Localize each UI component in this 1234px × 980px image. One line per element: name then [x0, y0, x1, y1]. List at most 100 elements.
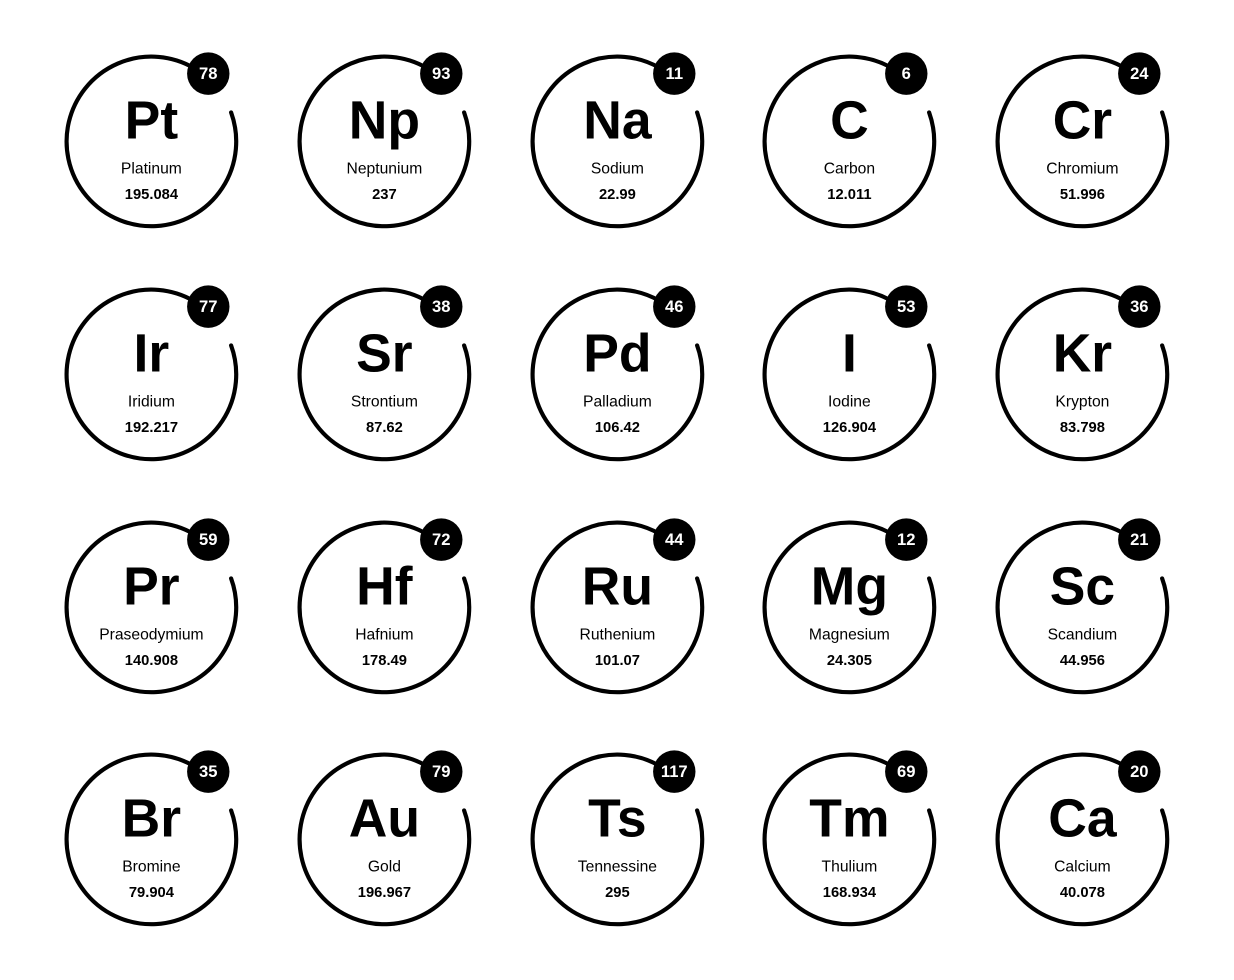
element-mass: 106.42 — [594, 420, 639, 436]
element-mass: 40.078 — [1060, 885, 1105, 901]
element-name: Tennessine — [577, 859, 656, 876]
element-icon: 59 Pr Praseodymium 140.908 — [50, 506, 253, 709]
atomic-number: 24 — [1130, 64, 1149, 83]
element-mass: 51.996 — [1060, 187, 1105, 203]
atomic-number: 21 — [1130, 530, 1148, 549]
element-name: Iridium — [128, 393, 175, 410]
atomic-number: 117 — [661, 763, 688, 782]
element-symbol: Hf — [356, 557, 413, 616]
element-mass: 22.99 — [599, 187, 636, 203]
element-mass: 79.904 — [129, 885, 175, 901]
atomic-number: 69 — [897, 763, 915, 782]
element-symbol: Na — [583, 92, 653, 151]
elements-grid: 78PtPlatinum195.08493NpNeptunium23711NaS… — [50, 40, 1184, 940]
element-name: Ruthenium — [579, 626, 655, 643]
element-mass: 140.908 — [125, 652, 178, 668]
atomic-number: 44 — [665, 530, 684, 549]
element-icon: 6CCarbon12.011 — [748, 40, 951, 243]
element-name: Magnesium — [809, 626, 890, 643]
element-mass: 192.217 — [125, 420, 178, 436]
element-name: Iodine — [828, 393, 871, 410]
atomic-number: 6 — [902, 64, 911, 83]
element-icon: 24 Cr Chromium 51.996 — [981, 40, 1184, 243]
atomic-number: 20 — [1130, 763, 1148, 782]
atomic-number: 46 — [665, 297, 683, 316]
element-icon: 36 Kr Krypton 83.798 — [981, 273, 1184, 476]
element-symbol: Sc — [1050, 557, 1115, 616]
element-cell: 36 Kr Krypton 83.798 — [981, 273, 1184, 476]
element-cell: 59 Pr Praseodymium 140.908 — [50, 506, 253, 709]
element-cell: 24 Cr Chromium 51.996 — [981, 40, 1184, 243]
element-symbol: Ir — [134, 324, 170, 383]
element-symbol: Np — [349, 92, 420, 151]
element-cell: 12MgMagnesium24.305 — [748, 506, 951, 709]
element-symbol: Tm — [810, 790, 890, 849]
element-name: Strontium — [351, 393, 418, 410]
element-name: Gold — [368, 859, 401, 876]
element-symbol: Sr — [356, 324, 412, 383]
atomic-number: 12 — [897, 530, 915, 549]
element-cell: 11 Na Sodium 22.99 — [516, 40, 719, 243]
atomic-number: 11 — [665, 64, 683, 83]
element-symbol: Cr — [1053, 92, 1112, 151]
element-icon: 78PtPlatinum195.084 — [50, 40, 253, 243]
element-icon: 53IIodine126.904 — [748, 273, 951, 476]
element-mass: 12.011 — [828, 187, 872, 203]
element-icon: 72HfHafnium178.49 — [283, 506, 486, 709]
element-name: Palladium — [583, 393, 652, 410]
element-name: Krypton — [1056, 393, 1110, 410]
element-cell: 93NpNeptunium237 — [283, 40, 486, 243]
element-icon: 11 Na Sodium 22.99 — [516, 40, 719, 243]
element-cell: 44RuRuthenium101.07 — [516, 506, 719, 709]
atomic-number: 59 — [199, 530, 217, 549]
element-name: Calcium — [1054, 859, 1111, 876]
element-symbol: Mg — [811, 557, 888, 616]
element-icon: 79AuGold196.967 — [283, 738, 486, 941]
element-mass: 83.798 — [1060, 420, 1105, 436]
element-name: Chromium — [1046, 161, 1118, 178]
element-mass: 196.967 — [358, 885, 411, 901]
element-cell: 38 Sr Strontium 87.62 — [283, 273, 486, 476]
element-icon: 77 Ir Iridium 192.217 — [50, 273, 253, 476]
element-mass: 87.62 — [366, 420, 403, 436]
element-cell: 53IIodine126.904 — [748, 273, 951, 476]
atomic-number: 77 — [199, 297, 217, 316]
element-icon: 117TsTennessine295 — [516, 738, 719, 941]
element-cell: 117TsTennessine295 — [516, 738, 719, 941]
atomic-number: 38 — [432, 297, 450, 316]
element-symbol: Au — [349, 790, 420, 849]
element-name: Hafnium — [355, 626, 413, 643]
element-icon: 35BrBromine79.904 — [50, 738, 253, 941]
element-cell: 77 Ir Iridium 192.217 — [50, 273, 253, 476]
element-symbol: Br — [122, 790, 181, 849]
element-cell: 6CCarbon12.011 — [748, 40, 951, 243]
atomic-number: 93 — [432, 64, 450, 83]
element-cell: 21ScScandium44.956 — [981, 506, 1184, 709]
element-symbol: C — [830, 92, 869, 151]
element-icon: 46PdPalladium106.42 — [516, 273, 719, 476]
element-mass: 178.49 — [362, 652, 407, 668]
element-cell: 69TmThulium168.934 — [748, 738, 951, 941]
element-mass: 126.904 — [823, 420, 877, 436]
element-symbol: Pr — [123, 557, 179, 616]
atomic-number: 78 — [199, 64, 217, 83]
element-name: Praseodymium — [99, 626, 203, 643]
element-icon: 20CaCalcium40.078 — [981, 738, 1184, 941]
element-name: Bromine — [122, 859, 181, 876]
element-icon: 93NpNeptunium237 — [283, 40, 486, 243]
element-mass: 237 — [372, 187, 397, 203]
element-name: Platinum — [121, 161, 182, 178]
element-icon: 44RuRuthenium101.07 — [516, 506, 719, 709]
element-symbol: Kr — [1053, 324, 1112, 383]
element-name: Sodium — [590, 161, 643, 178]
element-cell: 46PdPalladium106.42 — [516, 273, 719, 476]
element-symbol: I — [842, 324, 857, 383]
element-symbol: Pt — [125, 92, 179, 151]
element-icon: 69TmThulium168.934 — [748, 738, 951, 941]
element-cell: 72HfHafnium178.49 — [283, 506, 486, 709]
element-icon: 21ScScandium44.956 — [981, 506, 1184, 709]
atomic-number: 36 — [1130, 297, 1148, 316]
element-cell: 20CaCalcium40.078 — [981, 738, 1184, 941]
element-mass: 295 — [605, 885, 630, 901]
element-cell: 78PtPlatinum195.084 — [50, 40, 253, 243]
